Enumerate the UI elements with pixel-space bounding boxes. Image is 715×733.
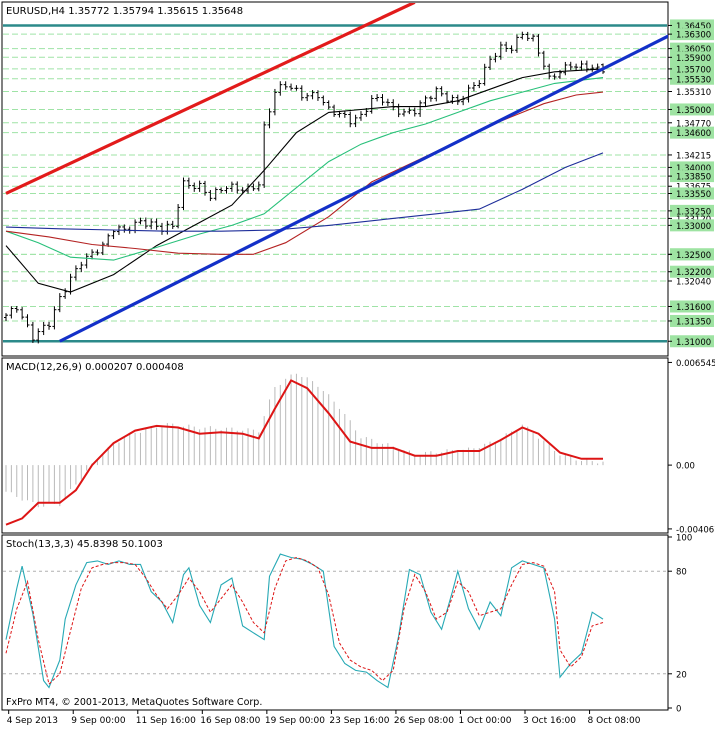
price-level-box	[670, 335, 714, 348]
moving-average-ma_fast	[5, 68, 604, 293]
price-tick-label: 1.35000	[676, 106, 711, 116]
price-tick-label: 1.33550	[676, 190, 711, 200]
price-level-box	[670, 265, 714, 278]
price-level-box	[670, 126, 714, 139]
upper-channel-line	[5, 3, 416, 195]
price-level-box	[670, 28, 714, 41]
stoch-main-line	[5, 553, 604, 689]
price-tick-label: 1.36450	[676, 22, 711, 32]
price-level-box	[670, 170, 714, 183]
price-level-box	[670, 219, 714, 232]
price-tick-label: 1.36300	[676, 31, 711, 41]
price-tick-label: 1.33000	[676, 222, 711, 232]
time-axis: 4 Sep 2013 9 Sep 00:00 11 Sep 16:00 16 Sep …	[7, 710, 641, 726]
price-level-box	[670, 103, 714, 116]
price-level-box	[670, 248, 714, 261]
price-tick-label: 1.31000	[676, 338, 711, 348]
macd-tick-label: 0.006545	[676, 359, 715, 369]
trend-lines	[5, 3, 668, 343]
stoch-title: Stoch(13,3,3) 45.8398 50.1003	[6, 539, 163, 550]
stoch-tick-label: 100	[676, 534, 692, 544]
price-grid	[3, 24, 667, 343]
price-level-box	[670, 204, 714, 217]
macd-panel-frame	[1, 357, 669, 534]
price-level-box	[670, 314, 714, 327]
macd-tick-label: -0.004067	[676, 525, 715, 535]
candles	[4, 31, 605, 344]
stoch-tick-label: 20	[676, 670, 687, 680]
price-level-box	[670, 62, 714, 75]
price-tick-label: 1.33250	[676, 207, 711, 217]
price-tick-label: 1.34770	[676, 119, 711, 129]
price-tick-label: 1.31350	[676, 317, 711, 327]
time-tick-label: 3 Oct 16:00	[523, 716, 576, 726]
time-tick-label: 8 Oct 08:00	[588, 716, 641, 726]
price-tick-label: 1.31600	[676, 303, 711, 313]
price-level-box	[670, 51, 714, 64]
price-tick-label: 1.34215	[676, 151, 711, 161]
moving-average-ma_long	[5, 152, 604, 232]
time-tick-label: 19 Sep 00:00	[265, 716, 325, 726]
price-tick-label: 1.35700	[676, 65, 711, 75]
price-tick-label: 1.35900	[676, 54, 711, 64]
time-tick-label: 26 Sep 08:00	[394, 716, 454, 726]
price-tick-label: 1.33850	[676, 173, 711, 183]
price-tick-label: 1.34000	[676, 164, 711, 174]
moving-average-ma_slow	[5, 91, 604, 255]
price-tick-label: 1.35530	[676, 75, 711, 85]
stoch-tick-label: 0	[676, 705, 681, 715]
price-tick-label: 1.32040	[676, 277, 711, 287]
time-tick-label: 1 Oct 00:00	[458, 716, 511, 726]
price-level-box	[670, 187, 714, 200]
price-tick-label: 1.35310	[676, 88, 711, 98]
macd-tick-label: 0.00	[676, 462, 695, 472]
time-tick-label: 11 Sep 16:00	[136, 716, 196, 726]
price-tick-label: 1.32500	[676, 251, 711, 261]
price-tick-label: 1.36050	[676, 45, 711, 55]
copyright-note: FxPro MT4, © 2001-2013, MetaQuotes Softw…	[6, 697, 262, 708]
moving-averages	[5, 68, 604, 293]
time-tick-label: 23 Sep 16:00	[329, 716, 389, 726]
price-tick-label: 1.34600	[676, 129, 711, 139]
moving-average-ma_mid	[5, 77, 604, 261]
price-level-box	[670, 72, 714, 85]
stoch-signal-line	[5, 556, 604, 686]
macd-title: MACD(12,26,9) 0.000207 0.000408	[6, 362, 184, 373]
price-panel-frame	[1, 1, 669, 357]
macd-signal-line	[5, 379, 603, 526]
stoch-panel: 100 80 20 0	[3, 534, 692, 715]
time-tick-label: 4 Sep 2013	[7, 716, 58, 726]
chart-title: EURUSD,H4 1.35772 1.35794 1.35615 1.3564…	[6, 6, 243, 17]
price-level-box	[670, 300, 714, 313]
time-tick-label: 16 Sep 08:00	[200, 716, 260, 726]
stoch-panel-frame	[1, 534, 669, 711]
stoch-tick-label: 80	[676, 568, 687, 578]
macd-panel: 0.006545 0.00 -0.004067	[5, 359, 715, 535]
time-tick-label: 9 Sep 00:00	[71, 716, 126, 726]
lower-channel-line	[59, 34, 668, 343]
price-tick-label: 1.32200	[676, 268, 711, 278]
